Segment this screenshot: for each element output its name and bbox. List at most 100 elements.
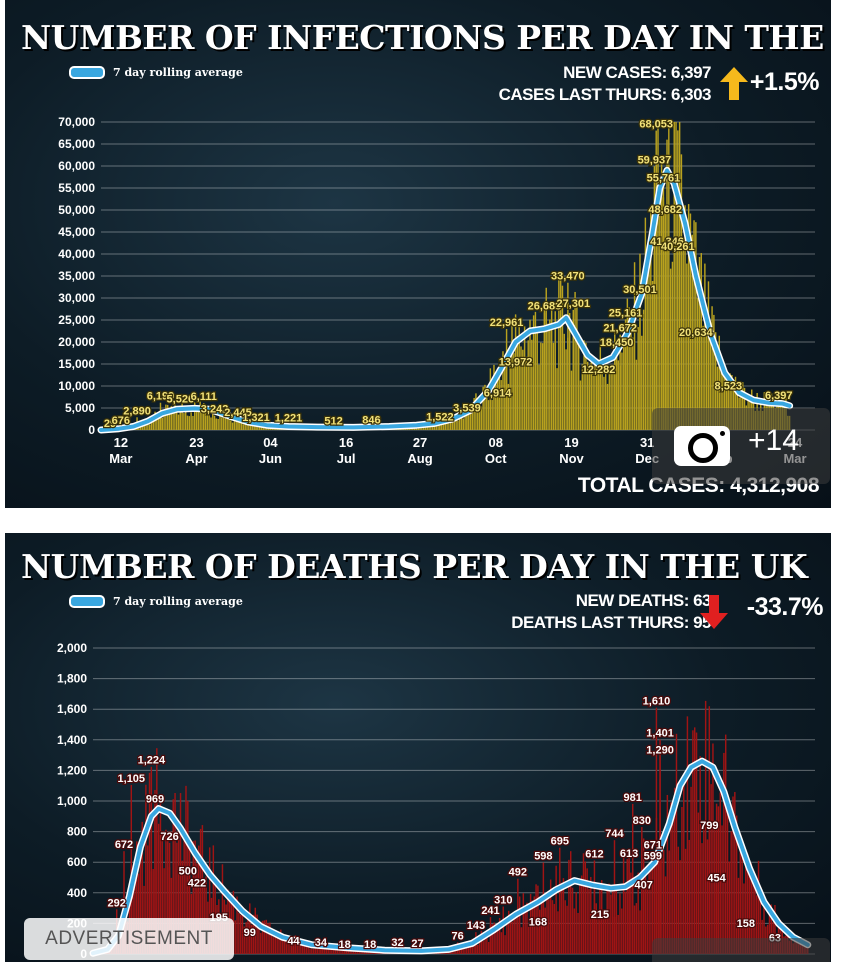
daily-bar: [586, 868, 588, 954]
data-label: 33,470: [551, 271, 585, 283]
daily-bar: [551, 900, 554, 954]
daily-bar: [139, 854, 142, 954]
labelled-bar: [203, 403, 205, 430]
daily-bar: [599, 886, 601, 954]
daily-bar: [226, 417, 228, 430]
y-tick-label: 70,000: [58, 115, 95, 129]
labelled-bar: [677, 252, 679, 430]
daily-bar: [493, 922, 495, 954]
daily-bar: [468, 404, 470, 430]
advertisement-label[interactable]: ADVERTISEMENT: [24, 918, 234, 960]
daily-bar: [549, 879, 552, 954]
daily-bar: [228, 415, 230, 430]
daily-bar: [761, 919, 763, 954]
daily-bar: [579, 885, 581, 954]
daily-bar: [457, 420, 459, 430]
daily-bar: [693, 220, 695, 430]
y-tick-label: 60,000: [58, 159, 95, 173]
daily-bar: [294, 935, 297, 954]
data-label: 1,522: [426, 411, 454, 423]
daily-bar: [195, 407, 198, 430]
daily-bar: [480, 406, 483, 430]
daily-bar: [557, 911, 559, 954]
daily-bar: [752, 881, 754, 954]
daily-bar: [600, 880, 603, 954]
daily-bar: [239, 914, 242, 954]
daily-bar: [695, 222, 697, 430]
daily-bar: [730, 831, 732, 954]
daily-bar: [482, 386, 484, 430]
daily-bar: [563, 333, 565, 430]
daily-bar: [238, 913, 240, 954]
y-tick-label: 30,000: [58, 291, 95, 305]
daily-bar: [167, 835, 169, 954]
daily-bar: [617, 360, 620, 430]
daily-bar: [734, 376, 737, 430]
data-label: 672: [115, 839, 133, 851]
daily-bar: [170, 406, 173, 430]
labelled-bar: [666, 248, 668, 430]
daily-bar: [460, 413, 463, 430]
daily-bar: [489, 368, 492, 430]
daily-bar: [269, 922, 271, 954]
infections-legend: 7 day rolling average: [69, 66, 243, 79]
cases-last-thurs-text: CASES LAST THURS: 6,303: [498, 85, 712, 104]
daily-bar: [349, 950, 351, 954]
daily-bar: [194, 402, 196, 430]
daily-bar: [433, 425, 436, 430]
daily-bar: [458, 415, 461, 430]
daily-bar: [163, 411, 165, 430]
daily-bar: [194, 840, 196, 954]
y-tick-label: 800: [67, 825, 87, 839]
daily-bar: [650, 863, 652, 954]
daily-bar: [584, 861, 587, 954]
daily-bar: [671, 261, 674, 430]
daily-bar: [185, 408, 187, 430]
daily-bar: [672, 820, 674, 954]
daily-bar: [464, 943, 466, 954]
daily-bar: [594, 360, 596, 430]
daily-bar: [493, 364, 495, 430]
daily-bar: [462, 418, 465, 430]
daily-bar: [183, 829, 185, 954]
y-tick-label: 0: [88, 423, 95, 437]
labelled-bar: [130, 784, 133, 954]
daily-bar: [267, 922, 269, 954]
x-tick-month: Nov: [559, 451, 584, 466]
daily-bar: [250, 924, 253, 954]
data-label: 1,610: [643, 696, 671, 708]
daily-bar: [731, 375, 733, 430]
daily-bar: [535, 884, 537, 954]
daily-bar: [614, 329, 616, 430]
daily-bar: [591, 913, 594, 954]
daily-bar: [146, 845, 149, 954]
daily-bar: [739, 843, 742, 954]
daily-bar: [473, 397, 475, 430]
y-tick-label: 35,000: [58, 269, 95, 283]
photo-gallery-badge[interactable]: +14: [652, 408, 830, 484]
daily-bar: [448, 423, 450, 430]
daily-bar: [626, 298, 629, 430]
daily-bar: [240, 422, 243, 430]
daily-bar: [619, 893, 621, 954]
daily-bar: [280, 929, 282, 954]
daily-bar: [660, 156, 663, 430]
data-label: 5,526: [167, 394, 195, 406]
daily-bar: [212, 405, 214, 430]
labelled-bar: [150, 766, 153, 954]
rolling-average-swatch: [69, 66, 105, 79]
daily-bar: [285, 940, 288, 954]
daily-bar: [722, 366, 724, 430]
daily-bar: [252, 914, 255, 954]
labelled-bar: [624, 319, 627, 430]
daily-bar: [623, 324, 625, 430]
daily-bar: [677, 846, 680, 954]
y-tick-label: 65,000: [58, 137, 95, 151]
daily-bar: [768, 907, 771, 954]
daily-bar: [575, 892, 577, 954]
daily-bar: [716, 366, 719, 430]
daily-bar: [709, 328, 711, 430]
daily-bar: [641, 335, 643, 430]
daily-bar: [601, 366, 603, 430]
daily-bar: [165, 404, 167, 430]
